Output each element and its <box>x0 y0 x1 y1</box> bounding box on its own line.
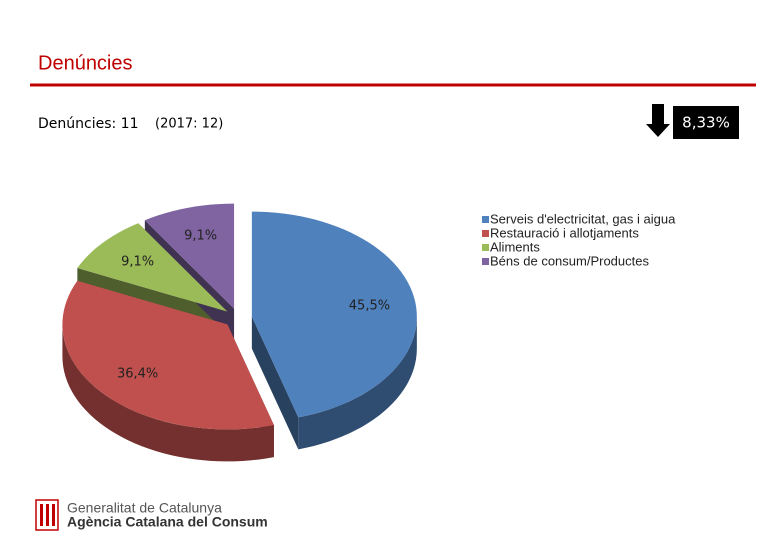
logo-stripe <box>46 504 49 526</box>
slice-wall <box>251 316 299 450</box>
legend-swatch <box>482 230 489 237</box>
change-value: 8,33% <box>682 114 730 132</box>
legend-swatch <box>482 216 489 223</box>
legend-swatch <box>482 258 489 265</box>
legend-label: Restauració i allotjaments <box>490 225 639 240</box>
previous-year: (2017: 12) <box>155 117 223 132</box>
pie-tops <box>62 203 417 430</box>
value-label: 45,5% <box>349 298 390 313</box>
change-box <box>673 106 739 139</box>
slice-side <box>298 316 417 450</box>
footer-line1: Generalitat de Catalunya <box>67 500 222 516</box>
value-label: 9,1% <box>184 229 217 244</box>
down-arrow <box>646 104 670 137</box>
legend-label: Serveis d'electricitat, gas i aigua <box>490 211 676 226</box>
logo-stripe <box>52 504 55 526</box>
slice-side <box>62 324 274 462</box>
legend-label: Béns de consum/Productes <box>490 253 649 268</box>
slice <box>251 211 417 418</box>
logo-stripe <box>40 504 43 526</box>
legend-swatch <box>482 244 489 251</box>
logo <box>35 499 59 531</box>
slice <box>62 280 274 430</box>
footer-line2: Agència Catalana del Consum <box>67 514 268 530</box>
legend-label: Aliments <box>490 239 540 254</box>
value-label: 36,4% <box>117 366 158 381</box>
value-label: 9,1% <box>121 255 154 270</box>
subtitle: Denúncies: 11 <box>38 116 139 132</box>
pie-sides <box>62 316 417 462</box>
slice <box>144 203 235 309</box>
slide-title: Denúncies <box>38 52 133 74</box>
slice <box>77 223 228 312</box>
